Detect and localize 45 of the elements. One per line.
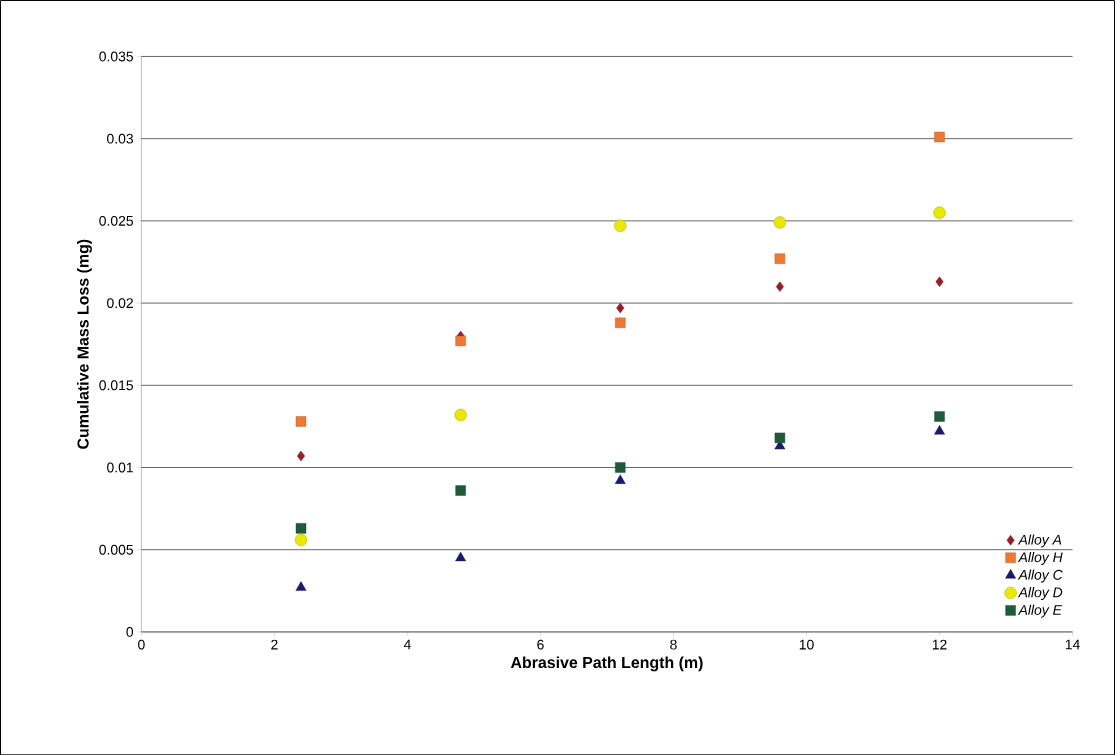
x-axis-title: Abrasive Path Length (m) (510, 656, 703, 672)
y-tick-label: 0 (126, 626, 134, 637)
point (614, 474, 626, 484)
point (775, 281, 784, 292)
x-tick-label: 4 (403, 639, 411, 650)
y-tick-label: 0.025 (99, 215, 134, 226)
point (295, 523, 307, 534)
point (934, 411, 945, 422)
legend-label: Alloy D (1017, 586, 1063, 600)
point (774, 432, 786, 443)
y-tick-label: 0.005 (99, 544, 134, 555)
point (295, 581, 307, 591)
x-tick-label: 6 (537, 639, 544, 650)
point (773, 216, 787, 229)
point (774, 253, 786, 264)
y-tick-label: 0.01 (107, 462, 133, 473)
y-axis-title: Cumulative Mass Loss (mg) (77, 239, 92, 449)
x-tick-label: 14 (1065, 639, 1080, 650)
x-tick-label: 0 (138, 639, 145, 650)
x-tick-label: 2 (271, 639, 278, 650)
point (455, 551, 467, 561)
point (614, 219, 627, 232)
legend-label: Alloy H (1017, 551, 1063, 565)
legend-label: Alloy C (1017, 569, 1063, 583)
point (455, 335, 466, 346)
point (934, 131, 945, 143)
point (294, 533, 308, 546)
y-tick-label: 0.015 (99, 380, 134, 391)
y-tick-label: 0.03 (107, 133, 133, 144)
point (615, 462, 626, 473)
point (934, 425, 945, 435)
legend-label: Alloy A (1017, 534, 1062, 548)
x-tick-label: 10 (799, 639, 814, 650)
point (616, 302, 625, 314)
point (295, 416, 307, 427)
point (454, 408, 467, 421)
point (455, 485, 466, 496)
x-tick-label: 12 (932, 639, 947, 650)
point (935, 276, 944, 287)
y-tick-label: 0.035 (99, 51, 134, 62)
legend-label: Alloy E (1017, 604, 1063, 618)
point (933, 206, 946, 219)
x-tick-label: 8 (670, 639, 677, 650)
y-tick-label: 0.02 (107, 297, 133, 308)
point (615, 317, 626, 328)
